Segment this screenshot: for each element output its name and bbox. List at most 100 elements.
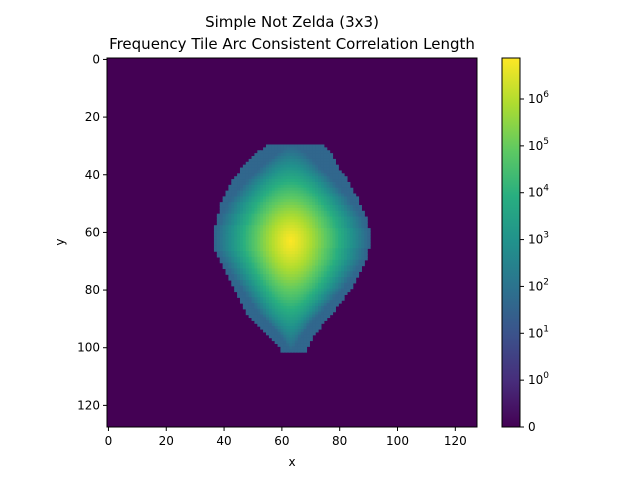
heatmap-cell [268,158,273,163]
heatmap-cell [265,213,270,218]
heatmap-cell [332,254,336,258]
heatmap-cell [274,326,279,330]
heatmap-cell [346,228,351,232]
heatmap-cell [320,294,325,298]
heatmap-cell [358,265,362,270]
heatmap-cell [222,213,227,218]
heatmap-cell [303,314,308,319]
heatmap-cell [277,181,282,186]
heatmap-cell [234,277,238,281]
heatmap-cell [286,144,290,148]
heatmap-cell [248,254,253,258]
heatmap-cell [268,277,273,281]
heatmap-cell [283,205,287,209]
heatmap-cell [239,233,244,238]
heatmap-cell [286,251,290,255]
heatmap-cell [320,317,325,321]
heatmap-cell [265,300,270,304]
heatmap-cell [297,222,302,226]
heatmap-cell [228,213,232,218]
heatmap-cell [332,190,336,195]
heatmap-cell [286,328,290,333]
heatmap-cell [306,285,310,290]
heatmap-cell [292,184,296,189]
heatmap-cell [335,216,339,221]
heatmap-cell [303,303,308,307]
heatmap-cell [312,294,316,298]
heatmap-cell [231,187,235,192]
heatmap-cell [346,236,351,241]
heatmap-cell [338,202,342,206]
heatmap-cell [294,340,299,344]
y-tick-label: 100 [77,341,100,355]
heatmap-cell [329,156,334,160]
heatmap-cell [277,254,282,258]
heatmap-cell [355,205,360,209]
heatmap-cell [283,346,287,350]
heatmap-cell [268,279,273,284]
heatmap-cell [248,216,253,221]
heatmap-cell [297,193,302,197]
heatmap-cell [268,205,273,209]
heatmap-cell [329,170,334,174]
heatmap-cell [251,199,256,203]
heatmap-cell [320,158,325,163]
heatmap-cell [268,179,273,183]
heatmap-cell [286,331,290,336]
heatmap-cell [309,248,313,252]
heatmap-cell [320,233,325,238]
heatmap-cell [326,205,331,209]
heatmap-cell [312,176,316,180]
heatmap-cell [294,222,299,226]
heatmap-cell [242,228,247,232]
heatmap-cell [263,317,267,321]
heatmap-cell [277,331,282,336]
heatmap-cell [280,219,284,223]
heatmap-cell [286,239,290,244]
heatmap-cell [257,297,261,301]
heatmap-cell [329,254,334,258]
heatmap-cell [263,181,267,186]
heatmap-cell [286,346,290,350]
heatmap-cell [361,222,365,226]
heatmap-cell [364,248,368,252]
heatmap-cell [274,334,279,339]
heatmap-cell [265,161,270,166]
heatmap-cell [254,161,258,166]
heatmap-cell [292,288,296,293]
heatmap-cell [283,334,287,339]
heatmap-cell [315,303,319,307]
heatmap-cell [257,317,261,321]
heatmap-cell [263,245,267,249]
heatmap-cell [338,190,342,195]
heatmap-cell [306,230,310,235]
heatmap-cell [332,271,336,275]
heatmap-cell [242,167,247,172]
heatmap-cell [297,213,302,218]
heatmap-cell [248,187,253,192]
heatmap-cell [286,300,290,304]
heatmap-cell [332,210,336,215]
heatmap-cell [257,291,261,295]
heatmap-cell [306,199,310,203]
heatmap-cell [303,230,308,235]
heatmap-cell [274,239,279,244]
heatmap-cell [346,193,351,197]
heatmap-cell [237,288,241,293]
heatmap-cell [332,242,336,246]
heatmap-cell [271,294,276,298]
heatmap-cell [268,164,273,169]
heatmap-cell [338,187,342,192]
heatmap-cell [300,153,305,157]
heatmap-cell [346,184,351,189]
heatmap-cell [277,256,282,261]
heatmap-cell [335,274,339,278]
heatmap-cell [268,213,273,218]
heatmap-cell [306,147,310,151]
heatmap-cell [341,245,345,249]
heatmap-cell [335,265,339,270]
heatmap-cell [283,274,287,278]
heatmap-cell [219,256,224,261]
heatmap-cell [274,196,279,200]
x-tick-label: 80 [332,434,347,448]
